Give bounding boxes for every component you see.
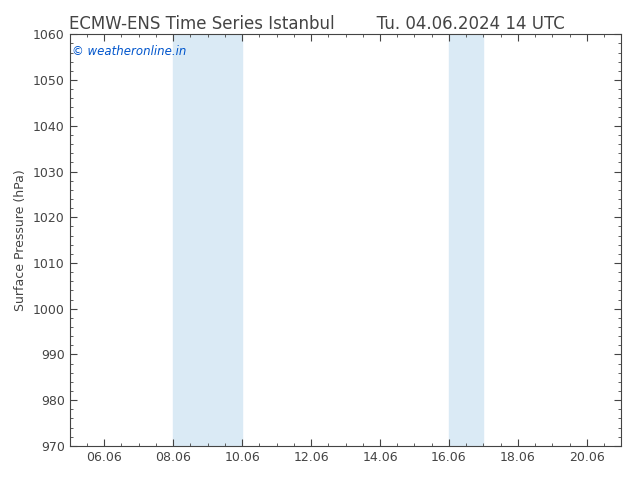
Y-axis label: Surface Pressure (hPa): Surface Pressure (hPa) — [15, 169, 27, 311]
Bar — [449, 34, 483, 446]
Text: ECMW-ENS Time Series Istanbul        Tu. 04.06.2024 14 UTC: ECMW-ENS Time Series Istanbul Tu. 04.06.… — [69, 15, 565, 33]
Bar — [173, 34, 242, 446]
Text: © weatheronline.in: © weatheronline.in — [72, 45, 187, 58]
